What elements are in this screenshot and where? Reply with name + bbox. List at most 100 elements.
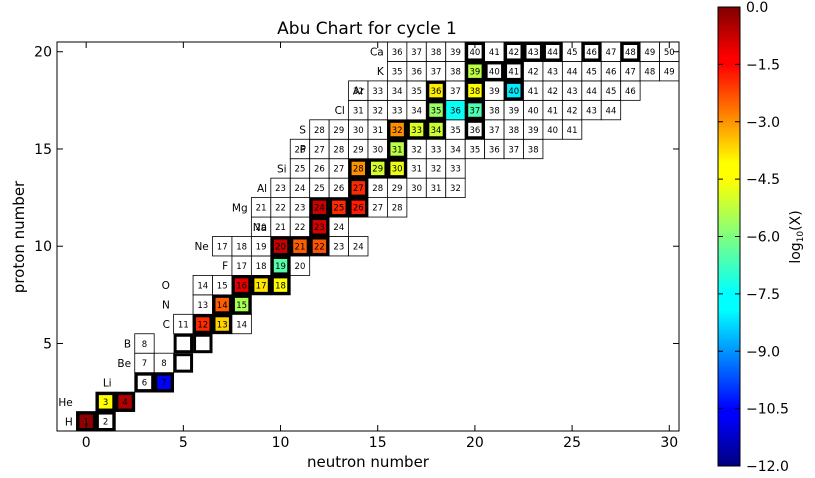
stable-isotope-outline [270, 255, 291, 276]
stable-isotope-outline [426, 80, 446, 101]
colorbar-tick-label: −12.0 [746, 459, 789, 475]
mass-number-label: 24 [295, 184, 306, 194]
isotope-cell [134, 333, 155, 354]
mass-number-label: 7 [161, 379, 166, 389]
stable-isotope-outlines [76, 42, 641, 431]
mass-number-label: 38 [528, 145, 539, 155]
stable-isotope-outline [542, 42, 563, 62]
mass-number-label: 38 [469, 87, 480, 97]
mass-number-label: 33 [450, 165, 461, 175]
mass-number-label: 32 [411, 145, 422, 155]
mass-number-label: 25 [333, 204, 344, 214]
stable-isotope-outline [368, 158, 388, 179]
colorbar-tick-label: −7.5 [746, 287, 780, 303]
isotope-cell [348, 236, 369, 257]
x-axis-label: neutron number [307, 453, 430, 471]
mass-number-label: 8 [142, 340, 147, 350]
mass-number-label: 44 [586, 87, 597, 97]
mass-number-label: 31 [392, 145, 403, 155]
stable-isotope-outline [465, 119, 485, 140]
mass-number-label: 28 [333, 145, 344, 155]
stable-isotope-outline [231, 294, 252, 315]
y-tick-label: 15 [34, 142, 52, 158]
isotope-cells [76, 41, 680, 432]
mass-number-label: 33 [411, 126, 422, 136]
mass-number-label: 15 [236, 301, 247, 311]
stable-isotope-outline [95, 392, 116, 412]
mass-number-label: 30 [392, 165, 403, 175]
mass-number-label: 36 [392, 48, 403, 58]
element-symbol-label: Ne [194, 241, 208, 253]
stable-isotope-outline [309, 197, 330, 218]
stable-isotope-outline [251, 275, 271, 295]
mass-number-label: 38 [450, 67, 461, 77]
mass-number-label: 41 [508, 67, 519, 77]
mass-number-label: 22 [275, 204, 286, 214]
colorbar-label-base: log [788, 242, 804, 263]
mass-number-label: 45 [586, 67, 597, 77]
element-symbol-label: N [162, 300, 170, 312]
element-symbol-label: He [58, 397, 72, 409]
stable-isotope-outline [348, 178, 368, 198]
element-symbol-label: K [377, 66, 385, 78]
mass-number-label: 47 [606, 48, 617, 58]
mass-number-label: 27 [372, 204, 383, 214]
mass-number-label: 12 [197, 320, 208, 330]
mass-number-label: 4 [122, 398, 127, 408]
y-axis-label: proton number [10, 180, 28, 293]
mass-number-label: 48 [644, 67, 655, 77]
stable-isotope-outline [348, 158, 368, 179]
mass-number-label: 19 [275, 262, 286, 272]
element-symbol-labels: H He Li Be B CNO F Ne Na Mg Al Si PS Cl Ar K Ca [58, 47, 384, 429]
mass-number-label: 13 [217, 320, 228, 330]
mass-number-label: 42 [528, 67, 539, 77]
colorbar-tick-label: −4.5 [746, 172, 780, 188]
element-symbol-label: F [222, 261, 228, 273]
mass-number-label: 34 [411, 106, 422, 116]
mass-number-label: 32 [372, 106, 383, 116]
stable-isotope-outline [465, 80, 485, 101]
mass-number-label: 16 [236, 281, 247, 291]
mass-number-label: 40 [508, 87, 519, 97]
mass-number-label: 37 [508, 145, 519, 155]
stable-isotope-outline [154, 372, 174, 393]
mass-number-label: 18 [256, 262, 267, 272]
mass-number-label: 37 [411, 48, 422, 58]
mass-number-label: 44 [606, 106, 617, 116]
stable-isotope-outline [173, 333, 194, 354]
mass-number-label: 23 [275, 184, 286, 194]
mass-number-label: 46 [625, 87, 636, 97]
element-symbol-label: Si [277, 163, 287, 175]
mass-number-label: 6 [142, 379, 147, 389]
mass-number-label: 39 [528, 126, 539, 136]
mass-number-label: 31 [372, 126, 383, 136]
chart-title: Abu Chart for cycle 1 [277, 19, 457, 39]
mass-number-label: 31 [353, 106, 364, 116]
stable-isotope-outline [173, 353, 194, 373]
mass-number-label: 19 [256, 243, 267, 253]
mass-number-label: 32 [392, 126, 403, 136]
mass-number-label: 14 [217, 301, 228, 311]
mass-number-label: 40 [469, 48, 480, 58]
mass-number-label: 40 [489, 67, 500, 77]
stable-isotope-outline [212, 314, 232, 334]
mass-number-label: 24 [333, 223, 344, 233]
mass-number-label: 36 [489, 145, 500, 155]
mass-number-label: 45 [567, 48, 578, 58]
stable-isotope-outline [465, 100, 485, 120]
stable-isotope-outline [581, 42, 602, 62]
mass-number-label: 27 [333, 165, 344, 175]
mass-number-label: 33 [392, 106, 403, 116]
stable-isotope-outline [465, 61, 485, 81]
mass-number-label: 30 [411, 184, 422, 194]
y-tick-label: 5 [43, 336, 52, 352]
mass-number-label: 36 [469, 126, 480, 136]
stable-isotope-outline [231, 275, 252, 295]
mass-number-label: 47 [625, 67, 636, 77]
element-symbol-label: Ca [370, 47, 384, 59]
mass-number-label: 39 [450, 48, 461, 58]
x-tick-label: 0 [82, 435, 91, 451]
mass-number-label: 32 [450, 184, 461, 194]
stable-isotope-outline [115, 392, 135, 412]
mass-number-label: 29 [392, 184, 403, 194]
